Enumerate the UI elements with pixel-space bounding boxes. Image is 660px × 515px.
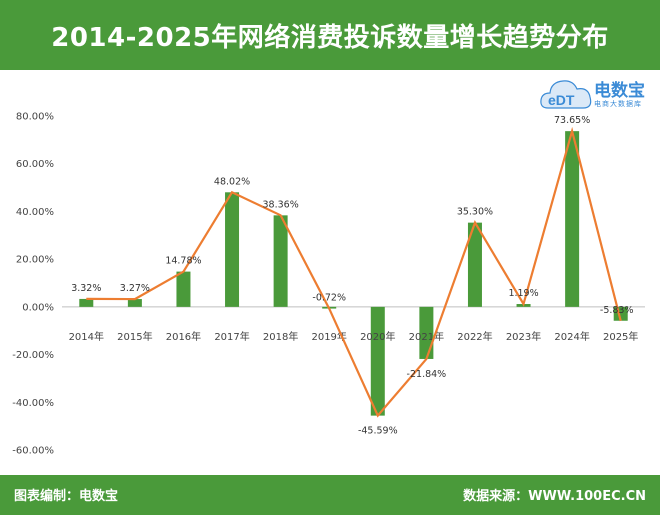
data-label: 14.78% — [165, 256, 201, 267]
bar — [565, 131, 580, 307]
brand-logo: eDT 电数宝 电商大数据库 — [538, 72, 658, 114]
bar — [127, 299, 142, 307]
bar — [273, 215, 288, 307]
bar-series — [79, 131, 628, 416]
x-tick-label: 2021年 — [409, 330, 444, 343]
x-tick-label: 2020年 — [360, 330, 395, 343]
y-tick-label: 80.00% — [16, 112, 54, 123]
y-axis: 80.00% 60.00% 40.00% 20.00% 0.00% -20.00% -40.… — [12, 112, 54, 457]
data-label: 35.30% — [457, 207, 493, 218]
header-banner: 2014-2025年网络消费投诉数量增长趋势分布 — [0, 0, 660, 70]
x-tick-label: 2019年 — [311, 330, 346, 343]
x-tick-label: 2024年 — [554, 330, 589, 343]
bar — [419, 306, 434, 359]
data-label: 1.19% — [508, 288, 538, 299]
bar — [467, 222, 482, 307]
y-tick-label: -20.00% — [12, 350, 54, 361]
cloud-logo-icon: eDT — [540, 80, 592, 109]
x-tick-label: 2022年 — [457, 330, 492, 343]
bar — [225, 192, 240, 307]
data-label: -21.84% — [407, 369, 447, 380]
footer-source: 数据来源：WWW.100EC.CN — [463, 489, 646, 504]
data-label: -0.72% — [312, 293, 346, 304]
bar — [79, 298, 94, 307]
x-tick-label: 2014年 — [69, 330, 104, 343]
y-tick-label: 60.00% — [16, 159, 54, 170]
data-label: 38.36% — [263, 199, 299, 210]
y-tick-label: -40.00% — [12, 398, 54, 409]
y-tick-label: -60.00% — [12, 446, 54, 457]
y-tick-label: 20.00% — [16, 255, 54, 266]
x-tick-label: 2017年 — [214, 330, 249, 343]
x-tick-label: 2025年 — [603, 330, 638, 343]
x-tick-label: 2018年 — [263, 330, 298, 343]
data-label: 48.02% — [214, 176, 250, 187]
x-tick-label: 2015年 — [117, 330, 152, 343]
footer-compiler: 图表编制：电数宝 — [14, 489, 119, 504]
data-label: 73.65% — [554, 115, 590, 126]
x-tick-label: 2023年 — [506, 330, 541, 343]
data-label: 3.32% — [71, 283, 101, 294]
logo-mark: eDT — [548, 92, 575, 108]
x-axis-labels: 2014年 2015年 2016年 2017年 2018年 2019年 2020年 2021年… — [69, 330, 639, 343]
y-tick-label: 0.00% — [22, 302, 54, 313]
data-label: 3.27% — [120, 283, 150, 294]
chart: 80.00% 60.00% 40.00% 20.00% 0.00% -20.00% -40.… — [12, 112, 645, 457]
data-label: -5.83% — [600, 305, 634, 316]
x-tick-label: 2016年 — [166, 330, 201, 343]
page-title: 2014-2025年网络消费投诉数量增长趋势分布 — [51, 22, 609, 53]
bar — [176, 271, 191, 307]
footer-banner: 图表编制：电数宝 数据来源：WWW.100EC.CN — [0, 475, 660, 515]
data-labels: 3.32% 3.27% 14.78% 48.02% 38.36% -0.72% -45.59… — [71, 115, 633, 436]
y-tick-label: 40.00% — [16, 207, 54, 218]
trend-line — [86, 126, 622, 418]
data-label: -45.59% — [358, 426, 398, 437]
logo-subtitle: 电商大数据库 — [594, 100, 642, 108]
bar — [370, 306, 385, 416]
logo-brand-name: 电数宝 — [594, 81, 645, 101]
